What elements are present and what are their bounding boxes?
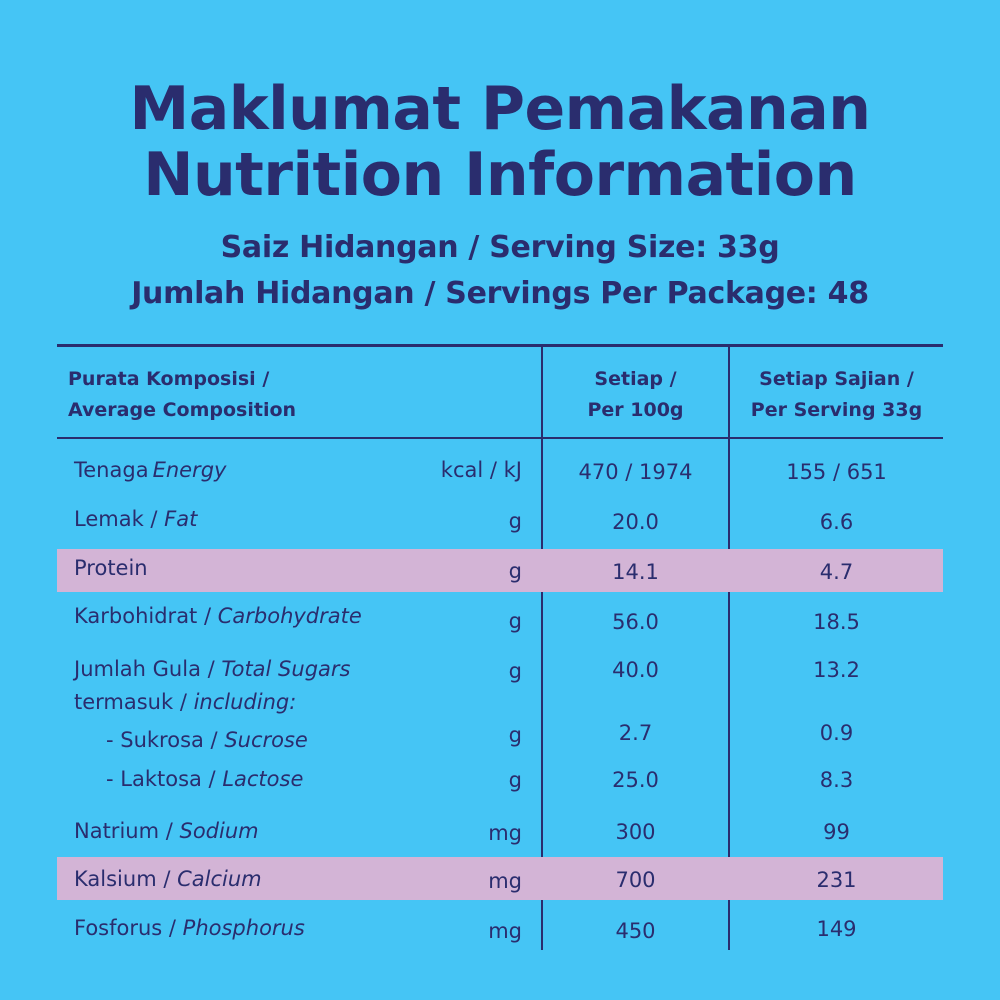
row-per-serving: 99 bbox=[823, 820, 850, 844]
row-per-100g: 700 bbox=[615, 868, 656, 892]
label-malay: Kalsium / bbox=[74, 867, 178, 891]
header-per-100g: Setiap / Per 100g bbox=[543, 364, 728, 426]
row-unit: g bbox=[508, 609, 522, 633]
label-english: Carbohydrate bbox=[217, 604, 362, 628]
title-malay: Maklumat Pemakanan bbox=[129, 74, 871, 144]
row-label: Natrium / Sodium bbox=[74, 819, 259, 843]
row-label: Kalsium / Calcium bbox=[74, 867, 262, 891]
row-label: - Laktosa / Lactose bbox=[106, 767, 303, 791]
table-top-rule bbox=[57, 344, 943, 347]
header-composition-line2: Average Composition bbox=[68, 399, 297, 421]
row-label: termasuk / including: bbox=[74, 690, 296, 714]
row-label: - Sukrosa / Sucrose bbox=[106, 728, 308, 752]
row-unit: g bbox=[508, 659, 522, 683]
row-unit: g bbox=[508, 509, 522, 533]
row-per-100g: 25.0 bbox=[612, 768, 659, 792]
row-per-100g: 300 bbox=[615, 820, 656, 844]
label-english: Energy bbox=[152, 458, 227, 482]
row-per-serving: 0.9 bbox=[819, 721, 854, 745]
header-per-serving-line1: Setiap Sajian / bbox=[759, 368, 914, 390]
row-per-100g: 20.0 bbox=[612, 510, 659, 534]
header-per-100g-line2: Per 100g bbox=[587, 399, 684, 421]
header-per-serving-line2: Per Serving 33g bbox=[750, 399, 923, 421]
label-malay: - Laktosa / bbox=[106, 767, 223, 791]
label-malay: Natrium / bbox=[74, 819, 180, 843]
label-english: Fat bbox=[164, 507, 198, 531]
row-per-serving: 18.5 bbox=[813, 610, 860, 634]
row-per-serving: 4.7 bbox=[819, 560, 854, 584]
row-unit: g bbox=[508, 723, 522, 747]
label-malay: Karbohidrat / bbox=[74, 604, 218, 628]
label-malay: Jumlah Gula / bbox=[74, 657, 222, 681]
row-unit: kcal / kJ bbox=[440, 458, 522, 482]
label-english: Phosphorus bbox=[182, 916, 305, 940]
row-per-serving: 8.3 bbox=[819, 768, 854, 792]
label-english: Sodium bbox=[179, 819, 259, 843]
row-label: Tenaga Energy bbox=[74, 458, 226, 482]
row-per-100g: 40.0 bbox=[612, 658, 659, 682]
label-malay: - Sukrosa / bbox=[106, 728, 225, 752]
table-header-rule bbox=[57, 437, 943, 439]
row-per-serving: 231 bbox=[816, 868, 857, 892]
row-per-serving: 155 / 651 bbox=[786, 460, 887, 484]
row-per-100g: 450 bbox=[615, 919, 656, 943]
row-label: Fosforus / Phosphorus bbox=[74, 916, 305, 940]
row-per-serving: 149 bbox=[816, 917, 857, 941]
row-unit: mg bbox=[488, 919, 522, 943]
row-per-100g: 470 / 1974 bbox=[578, 460, 693, 484]
label-malay: Tenaga bbox=[74, 458, 149, 482]
row-per-100g: 14.1 bbox=[612, 560, 659, 584]
row-label: Jumlah Gula / Total Sugars bbox=[74, 657, 350, 681]
header-composition: Purata Komposisi / Average Composition bbox=[68, 364, 296, 426]
label-malay: Lemak / bbox=[74, 507, 165, 531]
row-unit: mg bbox=[488, 821, 522, 845]
highlight-calcium bbox=[57, 857, 943, 900]
servings-per-package: Jumlah Hidangan / Servings Per Package: … bbox=[131, 276, 869, 311]
label-english: Lactose bbox=[222, 767, 304, 791]
serving-size: Saiz Hidangan / Serving Size: 33g bbox=[220, 230, 780, 265]
header-per-serving: Setiap Sajian / Per Serving 33g bbox=[730, 364, 943, 426]
label-malay: termasuk / bbox=[74, 690, 194, 714]
title-english: Nutrition Information bbox=[143, 140, 857, 210]
highlight-protein bbox=[57, 549, 943, 592]
label-english: Total Sugars bbox=[221, 657, 351, 681]
label-malay: Protein bbox=[74, 556, 148, 580]
row-per-serving: 13.2 bbox=[813, 658, 860, 682]
label-english: including: bbox=[193, 690, 297, 714]
header-per-100g-line1: Setiap / bbox=[594, 368, 677, 390]
column-divider-1 bbox=[541, 345, 543, 950]
label-english: Calcium bbox=[177, 867, 262, 891]
row-label: Lemak / Fat bbox=[74, 507, 197, 531]
header-composition-line1: Purata Komposisi / bbox=[68, 368, 270, 390]
row-per-serving: 6.6 bbox=[819, 510, 854, 534]
row-label: Karbohidrat / Carbohydrate bbox=[74, 604, 362, 628]
label-english: Sucrose bbox=[224, 728, 308, 752]
row-unit: mg bbox=[488, 869, 522, 893]
row-unit: g bbox=[508, 768, 522, 792]
row-per-100g: 56.0 bbox=[612, 610, 659, 634]
row-label: Protein bbox=[74, 556, 148, 580]
column-divider-2 bbox=[728, 345, 730, 950]
label-malay: Fosforus / bbox=[74, 916, 183, 940]
row-per-100g: 2.7 bbox=[618, 721, 653, 745]
row-unit: g bbox=[508, 559, 522, 583]
